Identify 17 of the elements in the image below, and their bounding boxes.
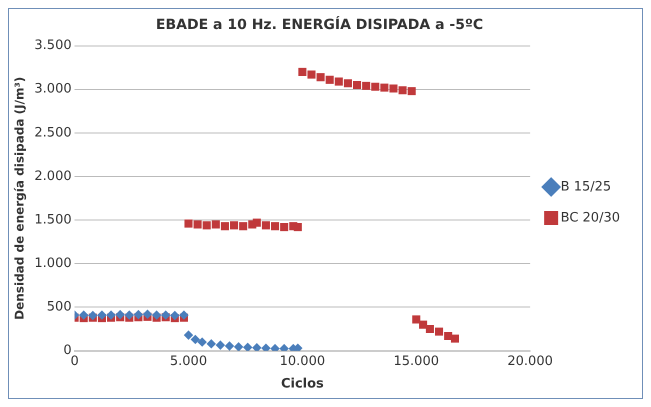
- y-tick-label: 2.000: [34, 168, 72, 184]
- y-tick-label: 1.500: [34, 212, 72, 228]
- y-tick-label: 3.000: [34, 82, 72, 97]
- x-tick-label: 10.000: [280, 354, 326, 369]
- y-axis-title: Densidad de energía disipada (J/m³): [12, 76, 26, 320]
- x-axis-title: Ciclos: [280, 376, 324, 392]
- y-tick-label: 500: [46, 300, 72, 315]
- x-tick-label: 5.000: [170, 354, 208, 369]
- legend-label: B 15/25: [560, 179, 612, 194]
- y-tick-label: 3.500: [34, 38, 72, 54]
- y-tick-label: 2.500: [34, 125, 72, 140]
- x-tick-label: 15.000: [394, 354, 440, 369]
- y-tick-label: 1.000: [34, 256, 72, 272]
- y-tick-label: 0: [63, 343, 72, 358]
- legend-label: BC 20/30: [560, 210, 620, 226]
- x-tick-label: 20.000: [507, 354, 553, 369]
- chart-title: EBADE a 10 Hz. ENERGÍA DISIPADA a -5ºC: [156, 16, 484, 34]
